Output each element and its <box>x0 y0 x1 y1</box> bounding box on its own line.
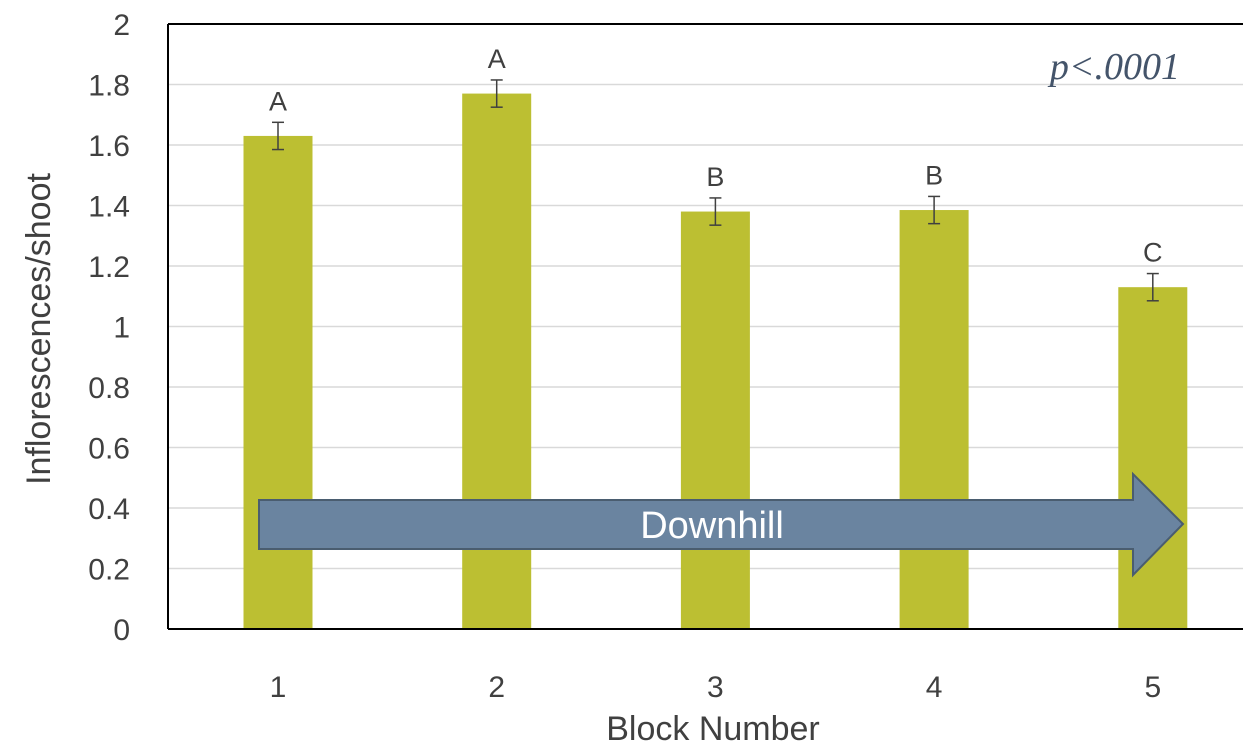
bar <box>680 211 750 630</box>
y-tick-label: 1 <box>113 312 130 345</box>
error-bar <box>1146 272 1159 302</box>
error-bar <box>709 197 722 226</box>
p-value-annotation: p<.0001 <box>1047 46 1180 88</box>
x-tick-label: 3 <box>707 671 724 704</box>
x-tick-label: 1 <box>270 671 287 704</box>
y-tick-label: 0 <box>113 614 130 647</box>
y-tick-label: 0.4 <box>88 493 130 526</box>
y-tick-label: 1.4 <box>88 191 130 224</box>
group-letters: A A B B C <box>269 44 1163 268</box>
bar <box>899 210 969 629</box>
group-letter: A <box>488 44 506 74</box>
y-tick-label: 0.8 <box>88 372 130 405</box>
y-tick-label: 1.8 <box>88 70 130 103</box>
y-tick-label: 1.2 <box>88 251 130 284</box>
x-axis-tick-labels: 1 2 3 4 5 <box>270 671 1161 704</box>
x-tick-label: 5 <box>1144 671 1161 704</box>
downhill-arrow <box>258 471 1185 578</box>
y-tick-label: 2 <box>113 9 130 42</box>
bar <box>243 135 313 630</box>
x-tick-label: 2 <box>488 671 505 704</box>
group-letter: C <box>1143 238 1163 268</box>
y-tick-label: 0.6 <box>88 433 130 466</box>
error-bars <box>272 79 1159 302</box>
y-tick-label: 0.2 <box>88 554 130 587</box>
y-axis-title: Inflorescences/shoot <box>20 173 58 485</box>
group-letter: B <box>706 162 724 192</box>
error-bar <box>928 195 941 225</box>
bar <box>1118 287 1188 629</box>
error-bar <box>272 121 284 151</box>
y-axis-tick-labels: 0 0.2 0.4 0.6 0.8 1 1.2 1.4 1.6 1.8 2 <box>88 9 130 647</box>
group-letter: B <box>925 160 943 190</box>
downhill-arrow-label: Downhill <box>640 505 784 547</box>
group-letter: A <box>269 86 287 116</box>
y-tick-label: 1.6 <box>88 130 130 163</box>
error-bar <box>490 79 503 108</box>
x-tick-label: 4 <box>926 671 943 704</box>
x-axis-title: Block Number <box>606 710 820 748</box>
